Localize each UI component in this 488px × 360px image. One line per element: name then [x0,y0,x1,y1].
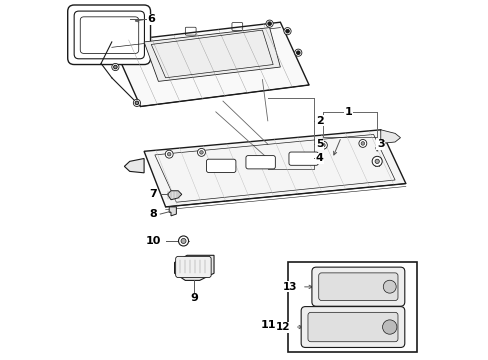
Text: 13: 13 [283,282,297,292]
Circle shape [165,150,173,158]
Circle shape [167,152,171,156]
FancyBboxPatch shape [318,273,397,301]
Circle shape [319,141,326,149]
Text: 11: 11 [260,320,276,330]
Circle shape [197,148,205,156]
Circle shape [135,101,139,105]
FancyBboxPatch shape [288,152,318,165]
Text: 12: 12 [275,322,290,332]
FancyBboxPatch shape [74,11,144,59]
Text: 2: 2 [315,116,323,126]
Text: 8: 8 [148,209,156,219]
Circle shape [112,63,119,71]
Circle shape [181,238,185,243]
Polygon shape [124,158,144,173]
Polygon shape [169,207,176,216]
Circle shape [374,159,379,163]
Circle shape [371,156,382,166]
Polygon shape [144,28,280,81]
Bar [287,262,416,352]
Circle shape [284,28,290,35]
Text: 1: 1 [344,107,352,117]
Polygon shape [174,255,214,280]
FancyBboxPatch shape [175,256,211,278]
FancyBboxPatch shape [301,307,404,347]
Polygon shape [112,22,308,107]
FancyBboxPatch shape [245,156,275,169]
Circle shape [133,99,140,107]
Circle shape [113,65,117,69]
Circle shape [296,51,300,54]
FancyBboxPatch shape [206,159,235,172]
Circle shape [383,280,395,293]
Polygon shape [167,191,182,200]
Text: 7: 7 [148,189,156,199]
Text: 10: 10 [145,236,161,246]
FancyBboxPatch shape [67,5,150,64]
Text: 4: 4 [315,153,323,163]
Text: 6: 6 [147,14,155,24]
Circle shape [265,20,273,27]
Text: 3: 3 [376,139,384,149]
Circle shape [267,22,271,26]
Polygon shape [380,130,400,143]
Circle shape [360,141,364,145]
Circle shape [178,236,188,246]
FancyBboxPatch shape [80,17,139,53]
FancyBboxPatch shape [307,312,397,342]
FancyBboxPatch shape [311,267,404,306]
Polygon shape [144,130,405,207]
Circle shape [294,49,301,56]
Circle shape [382,320,396,334]
Circle shape [285,30,289,33]
Circle shape [358,139,366,147]
Text: 9: 9 [190,293,198,303]
Circle shape [321,143,325,147]
Circle shape [199,150,203,154]
Text: 5: 5 [315,139,323,149]
